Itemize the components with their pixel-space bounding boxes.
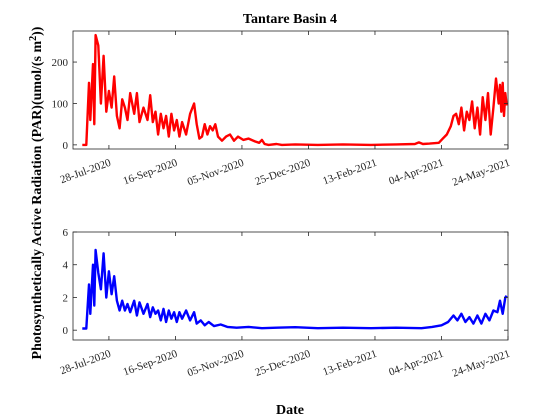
y-tick-label: 100 — [52, 98, 69, 110]
axes-box-0 — [72, 30, 509, 150]
y-tick-label: 2 — [63, 292, 69, 304]
chart-title: Tantare Basin 4 — [243, 12, 337, 27]
y-axis-label: Photosynthetically Active Radiation (PAR… — [28, 26, 46, 359]
x-axis-label: Date — [276, 403, 304, 418]
y-tick-label: 0 — [63, 325, 69, 337]
y-tick-label: 0 — [63, 140, 69, 152]
series-line-1-0 — [82, 248, 508, 330]
y-tick-label: 200 — [52, 57, 69, 69]
axes-box-1 — [72, 231, 509, 341]
y-tick-label: 4 — [63, 260, 69, 272]
series-line-0-0 — [82, 33, 508, 147]
y-tick-label: 6 — [63, 227, 69, 239]
